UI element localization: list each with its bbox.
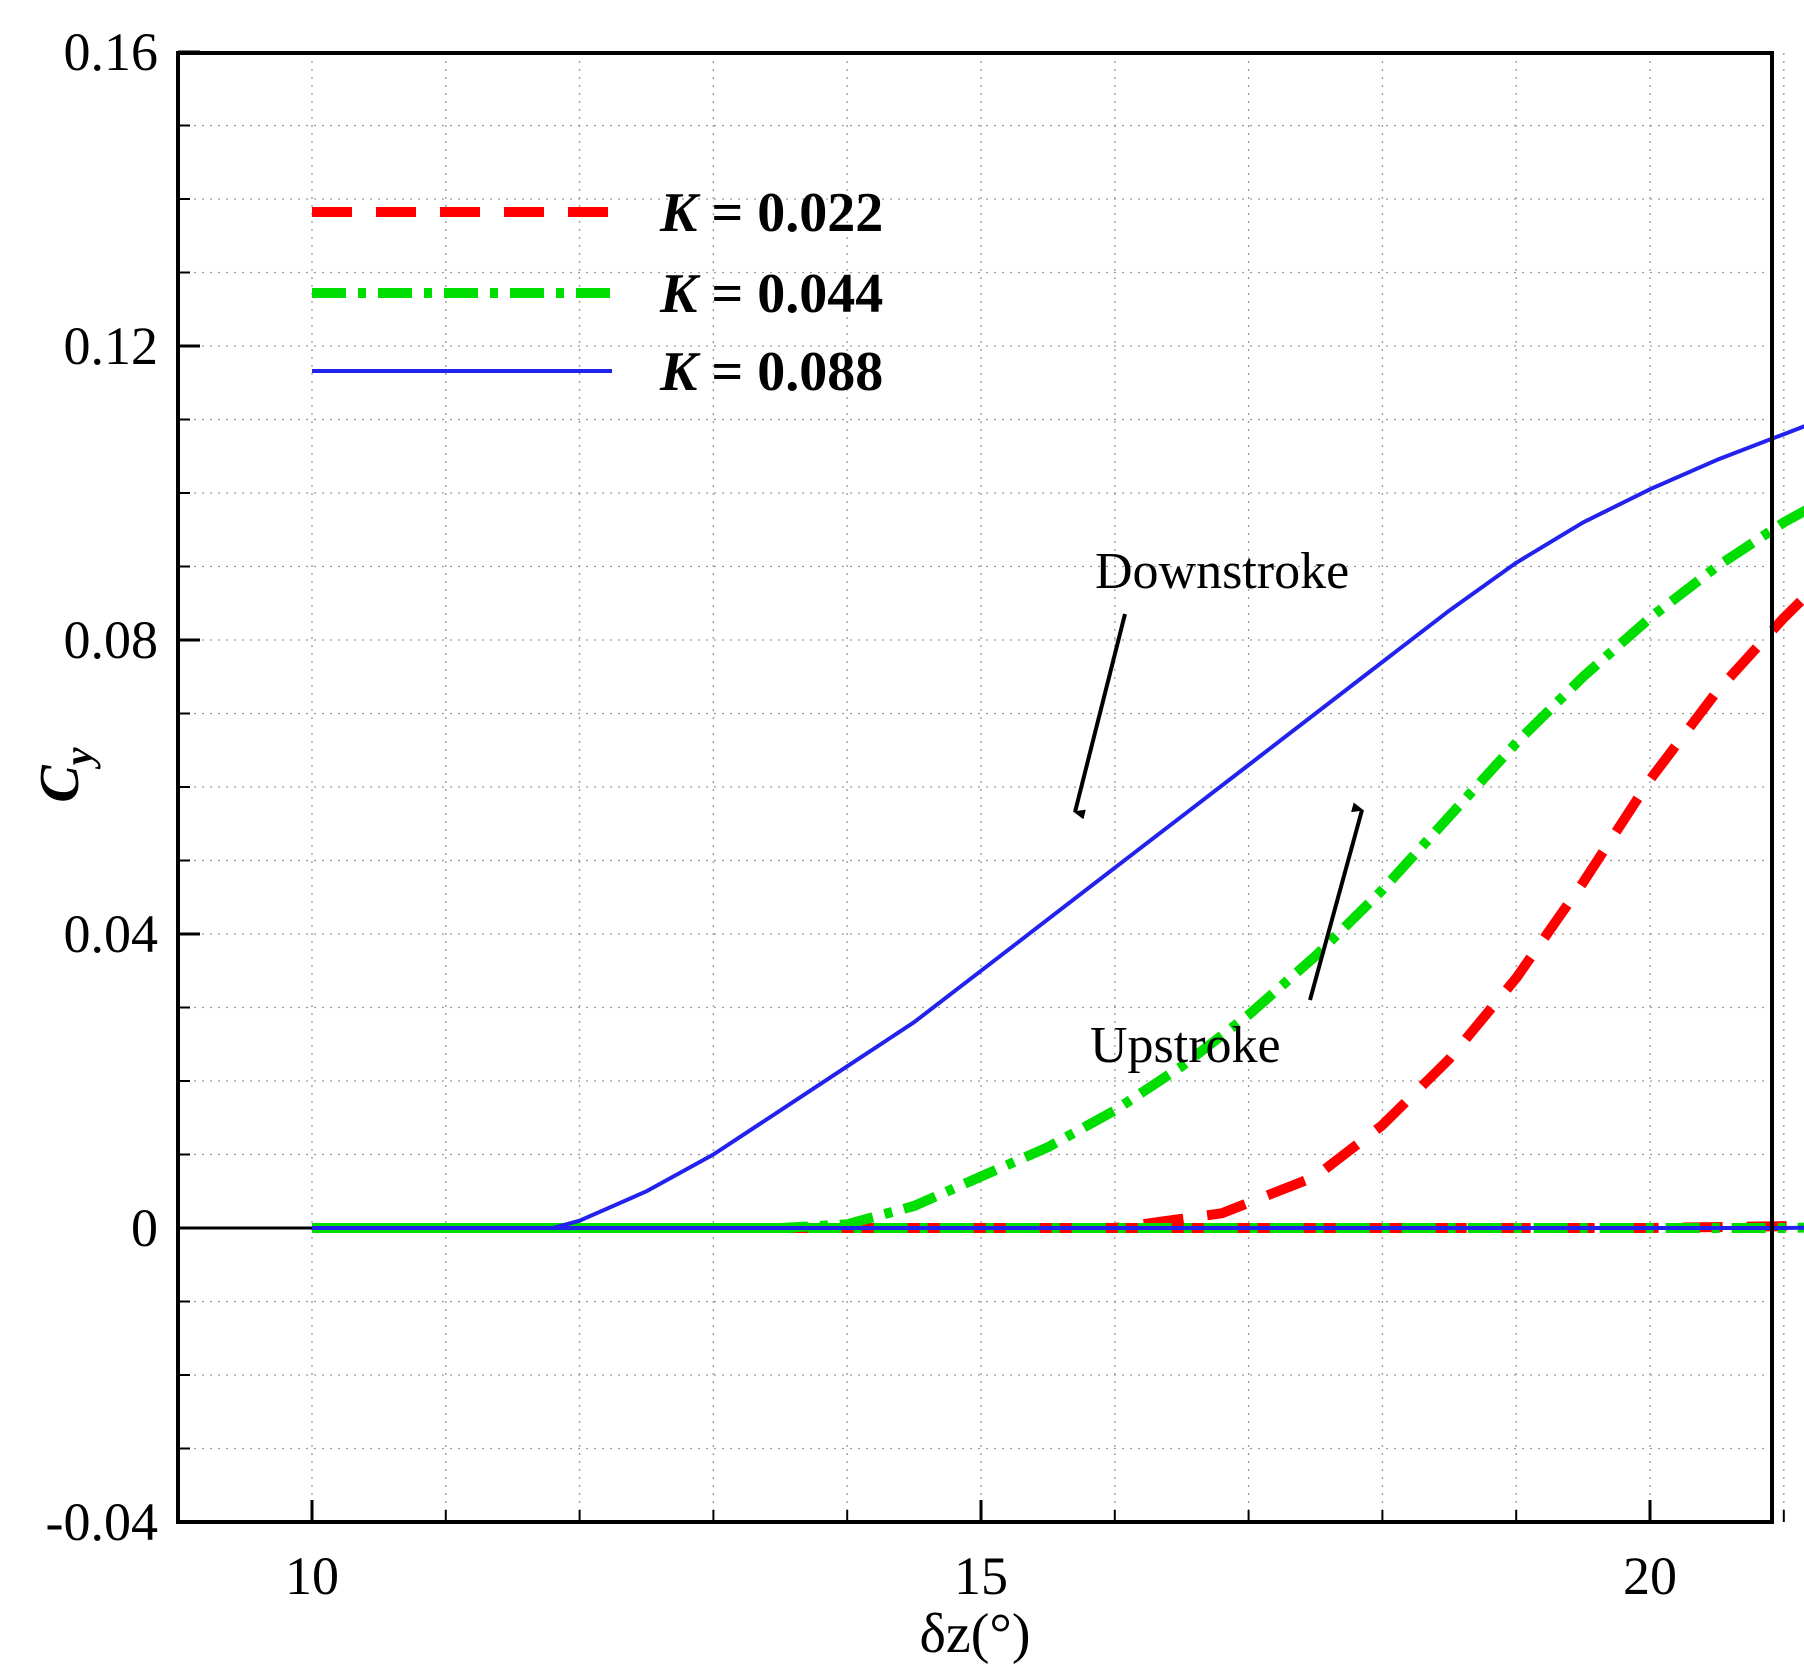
minor-ticks — [177, 51, 1785, 1523]
series-k022-curve — [312, 590, 1804, 1233]
legend-label-k088: K = 0.088 — [659, 341, 883, 403]
downstroke-annotation: Downstroke — [1073, 543, 1349, 820]
plot-frame — [176, 51, 1774, 1524]
downstroke-label: Downstroke — [1095, 543, 1349, 600]
legend: K = 0.022 K = 0.044 K = 0.088 — [312, 182, 883, 403]
grid — [177, 51, 1785, 1523]
y-tick-label: 0.08 — [64, 610, 159, 670]
y-tick-label: 0.16 — [64, 22, 159, 82]
y-tick-label: 0 — [131, 1198, 158, 1258]
y-axis-title: Cy — [29, 747, 101, 802]
upstroke-annotation: Upstroke — [1090, 802, 1364, 1074]
y-tick-label: 0.12 — [64, 316, 159, 376]
legend-label-k044: K = 0.044 — [659, 263, 883, 325]
legend-label-k022: K = 0.022 — [659, 182, 883, 244]
y-axis-ticks: -0.04 0 0.04 0.08 0.12 0.16 — [46, 22, 200, 1552]
series-k044-curve — [312, 505, 1804, 1233]
x-tick-label: 10 — [285, 1546, 339, 1606]
upstroke-arrow — [1308, 802, 1364, 1001]
x-axis-title: δz(°) — [920, 1603, 1031, 1665]
series-layer — [312, 424, 1804, 1233]
upstroke-label: Upstroke — [1090, 1017, 1281, 1074]
x-tick-label: 20 — [1623, 1546, 1677, 1606]
y-tick-label: -0.04 — [46, 1492, 158, 1552]
x-tick-label: 15 — [954, 1546, 1008, 1606]
x-axis-ticks: 1015202530 — [285, 1500, 1677, 1606]
downstroke-arrow — [1073, 613, 1127, 820]
y-tick-label: 0.04 — [64, 904, 159, 964]
series-k088-curve — [312, 424, 1804, 1230]
